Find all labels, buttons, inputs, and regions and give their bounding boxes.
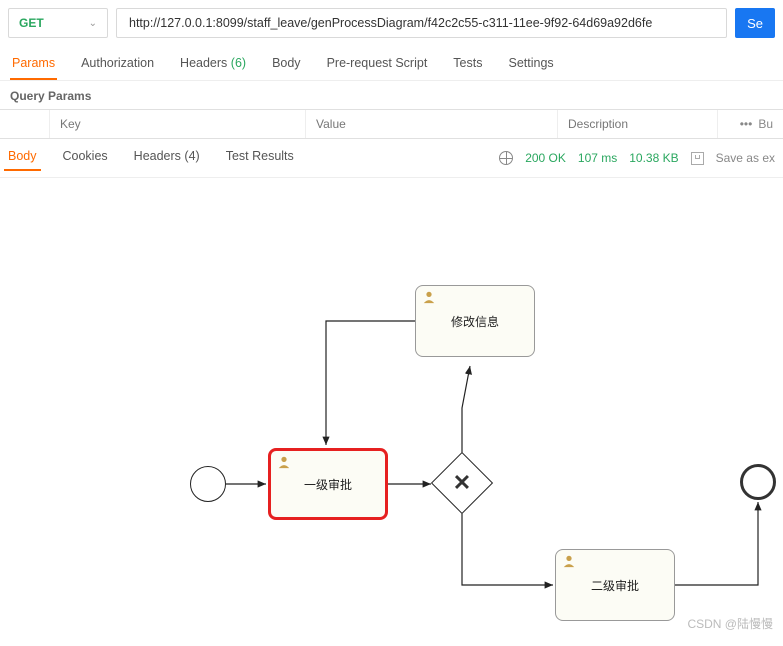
save-icon[interactable] xyxy=(691,152,704,165)
col-key: Key xyxy=(50,110,306,138)
process-diagram: 修改信息 一级审批 ✕ 二级审批 CSDN @陆慢慢 xyxy=(0,178,783,638)
user-icon xyxy=(277,455,291,469)
status-code: 200 OK xyxy=(525,151,566,165)
globe-icon[interactable] xyxy=(499,151,513,165)
url-input[interactable]: http://127.0.0.1:8099/staff_leave/genPro… xyxy=(116,8,727,38)
more-icon[interactable]: ••• xyxy=(740,117,753,131)
params-table-header: Key Value Description ••• Bu xyxy=(0,109,783,139)
task-level1-approval: 一级审批 xyxy=(268,448,388,520)
send-button[interactable]: Se xyxy=(735,8,775,38)
task-level2-approval: 二级审批 xyxy=(555,549,675,621)
exclusive-gateway: ✕ xyxy=(440,461,484,505)
user-icon xyxy=(562,554,576,568)
method-label: GET xyxy=(19,16,44,30)
response-size: 10.38 KB xyxy=(629,151,678,165)
save-as-link[interactable]: Save as ex xyxy=(716,151,775,165)
end-event xyxy=(740,464,776,500)
task-modify-info: 修改信息 xyxy=(415,285,535,357)
resp-tab-cookies[interactable]: Cookies xyxy=(59,145,112,171)
user-icon xyxy=(422,290,436,304)
tab-authorization[interactable]: Authorization xyxy=(79,52,156,80)
method-select[interactable]: GET ⌄ xyxy=(8,8,108,38)
resp-tab-headers[interactable]: Headers (4) xyxy=(130,145,204,171)
start-event xyxy=(190,466,226,502)
tab-settings[interactable]: Settings xyxy=(506,52,555,80)
send-label: Se xyxy=(747,16,763,31)
resp-tab-testresults[interactable]: Test Results xyxy=(222,145,298,171)
response-time: 107 ms xyxy=(578,151,617,165)
url-text: http://127.0.0.1:8099/staff_leave/genPro… xyxy=(129,16,652,30)
tab-prerequest[interactable]: Pre-request Script xyxy=(325,52,430,80)
tab-tests[interactable]: Tests xyxy=(451,52,484,80)
query-params-title: Query Params xyxy=(0,81,783,109)
chevron-down-icon: ⌄ xyxy=(89,18,97,29)
tab-params[interactable]: Params xyxy=(10,52,57,80)
col-value: Value xyxy=(306,110,558,138)
bulk-edit-link[interactable]: Bu xyxy=(758,117,773,131)
resp-tab-body[interactable]: Body xyxy=(4,145,41,171)
gateway-x-icon: ✕ xyxy=(440,461,484,505)
request-tabs: Params Authorization Headers (6) Body Pr… xyxy=(0,46,783,81)
tab-body[interactable]: Body xyxy=(270,52,303,80)
watermark: CSDN @陆慢慢 xyxy=(687,615,773,632)
col-description: Description xyxy=(558,110,718,138)
tab-headers[interactable]: Headers (6) xyxy=(178,52,248,80)
